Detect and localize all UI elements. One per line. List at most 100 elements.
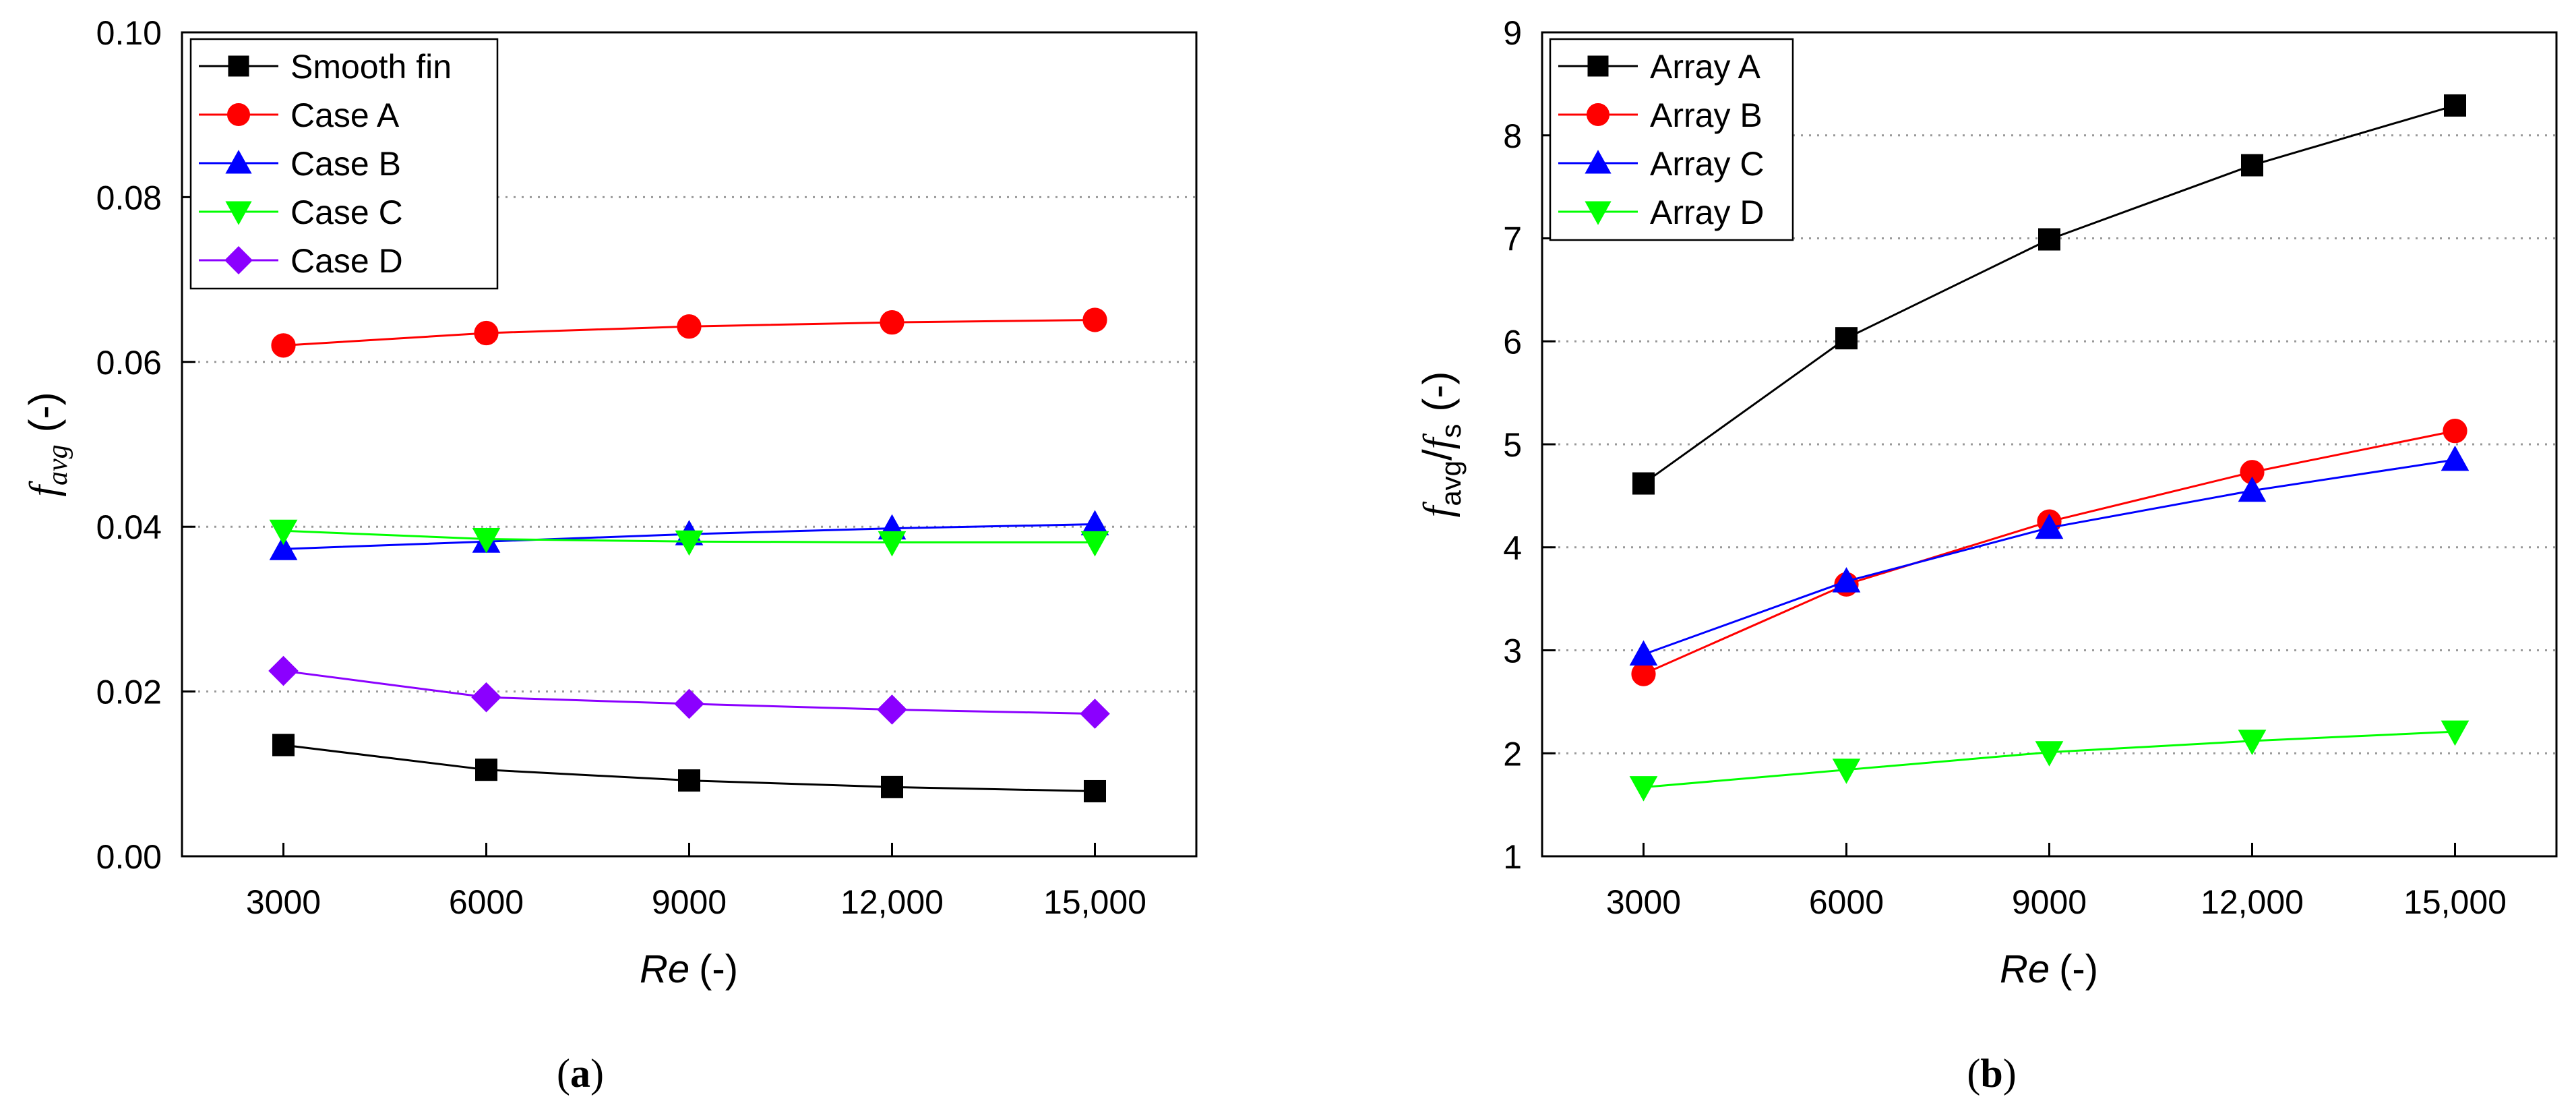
b-legend-label-array-c: Array C [1650, 145, 1764, 183]
a-point-smooth-fin [272, 734, 295, 756]
a-panel-caption: (a) [557, 1051, 604, 1096]
a-point-case-d [268, 655, 299, 686]
b-x-tick-label: 3000 [1606, 883, 1681, 921]
b-point-array-a [1632, 472, 1655, 495]
panel-b: 1 2 3 4 5 6 7 8 9 3000 6000 9000 12,000 15,000 Array… [1415, 14, 2558, 1096]
panel-a: 0.00 0.02 0.04 0.06 0.08 0.10 3000 6000 9000 12,… [21, 14, 1198, 1096]
a-series-layer [268, 307, 1110, 802]
a-point-case-c [878, 531, 907, 557]
a-point-case-a [271, 333, 296, 358]
a-y-tick-label: 0.04 [96, 508, 162, 546]
a-point-smooth-fin [475, 759, 497, 781]
b-point-array-b [1631, 661, 1656, 686]
a-point-smooth-fin [881, 775, 903, 798]
b-legend-label-array-d: Array D [1650, 194, 1764, 231]
b-y-tick-label: 8 [1503, 117, 1522, 155]
a-point-case-c [269, 519, 298, 545]
a-y-tick-label: 0.10 [96, 14, 162, 52]
a-x-tick-label: 12,000 [840, 883, 944, 921]
b-point-array-a [1835, 327, 1858, 350]
b-point-array-b [2443, 419, 2467, 444]
b-legend-marker-array-a [1587, 55, 1609, 77]
a-legend: Smooth fin Case A Case B Case C Case D [189, 38, 499, 290]
a-x-ticks: 3000 6000 9000 12,000 15,000 [246, 843, 1146, 921]
a-point-smooth-fin [678, 769, 700, 792]
b-y-ticks: 1 2 3 4 5 6 7 8 9 [1503, 14, 1556, 876]
b-legend-label-array-a: Array A [1650, 48, 1761, 86]
b-point-array-d [2441, 720, 2470, 746]
b-x-ticks: 3000 6000 9000 12,000 15,000 [1606, 843, 2507, 921]
a-point-case-a [677, 314, 702, 339]
a-x-tick-label: 9000 [652, 883, 727, 921]
a-legend-marker-smooth-fin [228, 55, 249, 77]
a-point-case-c [675, 530, 704, 556]
a-point-case-d [674, 688, 704, 719]
a-legend-label-case-b: Case B [290, 145, 401, 183]
a-point-smooth-fin [1084, 779, 1106, 802]
b-legend-label-array-b: Array B [1650, 96, 1762, 134]
a-x-axis-label: Re (-) [640, 947, 738, 991]
b-series-line-array-c [1643, 458, 2455, 656]
b-legend-marker-array-c [1585, 150, 1612, 174]
b-panel-caption: (b) [1967, 1051, 2016, 1096]
b-point-array-d [1629, 776, 1658, 802]
b-legend-marker-array-b [1587, 103, 1609, 126]
a-legend-marker-case-a [227, 103, 250, 126]
a-y-tick-label: 0.06 [96, 344, 162, 382]
a-point-case-b [269, 535, 298, 560]
b-point-array-c [1629, 640, 1658, 666]
a-x-tick-label: 15,000 [1043, 883, 1146, 921]
b-series-line-array-b [1643, 429, 2455, 676]
b-y-tick-label: 9 [1503, 14, 1522, 52]
b-series-layer [1629, 94, 2470, 802]
a-y-ticks: 0.00 0.02 0.04 0.06 0.08 0.10 [96, 14, 195, 876]
a-point-case-d [471, 682, 501, 713]
b-y-tick-label: 1 [1503, 838, 1522, 876]
a-point-case-a [1082, 307, 1107, 332]
b-x-tick-label: 12,000 [2201, 883, 2304, 921]
b-point-array-a [2444, 94, 2466, 117]
a-y-tick-label: 0.00 [96, 838, 162, 876]
b-point-array-c [2035, 513, 2064, 539]
a-legend-marker-case-b [225, 150, 252, 174]
b-point-array-d [1832, 759, 1861, 784]
b-x-tick-label: 15,000 [2403, 883, 2507, 921]
a-legend-marker-case-d [224, 246, 253, 274]
a-legend-label-case-c: Case C [290, 194, 403, 231]
a-point-case-d [877, 694, 907, 725]
a-x-tick-label: 3000 [246, 883, 321, 921]
a-point-case-d [1080, 699, 1110, 729]
b-point-array-c [1832, 567, 1861, 593]
b-y-tick-label: 4 [1503, 529, 1522, 567]
b-x-tick-label: 9000 [2012, 883, 2087, 921]
a-point-case-c [1080, 531, 1109, 557]
b-x-tick-label: 6000 [1809, 883, 1884, 921]
a-legend-label-smooth-fin: Smooth fin [290, 48, 452, 86]
a-legend-label-case-a: Case A [290, 96, 400, 134]
b-y-axis-label: favg/fs(-) [1415, 372, 1467, 518]
b-point-array-a [2038, 228, 2060, 251]
b-legend-marker-array-d [1585, 201, 1612, 225]
a-legend-marker-case-c [225, 201, 252, 225]
a-point-case-a [474, 320, 499, 346]
a-y-axis-label: favg(-) [21, 392, 73, 496]
b-x-axis-label: Re (-) [2000, 947, 2098, 991]
a-legend-label-case-d: Case D [290, 242, 403, 280]
b-y-tick-label: 7 [1503, 220, 1522, 258]
b-point-array-c [2238, 476, 2267, 502]
b-point-array-a [2241, 154, 2263, 177]
a-point-case-a [880, 310, 904, 335]
b-y-tick-label: 3 [1503, 632, 1522, 670]
b-point-array-d [2238, 730, 2267, 755]
a-y-tick-label: 0.08 [96, 179, 162, 216]
b-y-tick-label: 2 [1503, 735, 1522, 773]
b-legend: Array A Array B Array C Array D [1549, 38, 1794, 241]
b-point-array-d [2035, 741, 2064, 767]
a-x-tick-label: 6000 [449, 883, 524, 921]
a-point-case-c [472, 528, 501, 554]
a-y-tick-label: 0.02 [96, 674, 162, 711]
b-y-tick-label: 6 [1503, 323, 1522, 361]
b-point-array-c [2441, 445, 2470, 471]
b-y-tick-label: 5 [1503, 426, 1522, 464]
